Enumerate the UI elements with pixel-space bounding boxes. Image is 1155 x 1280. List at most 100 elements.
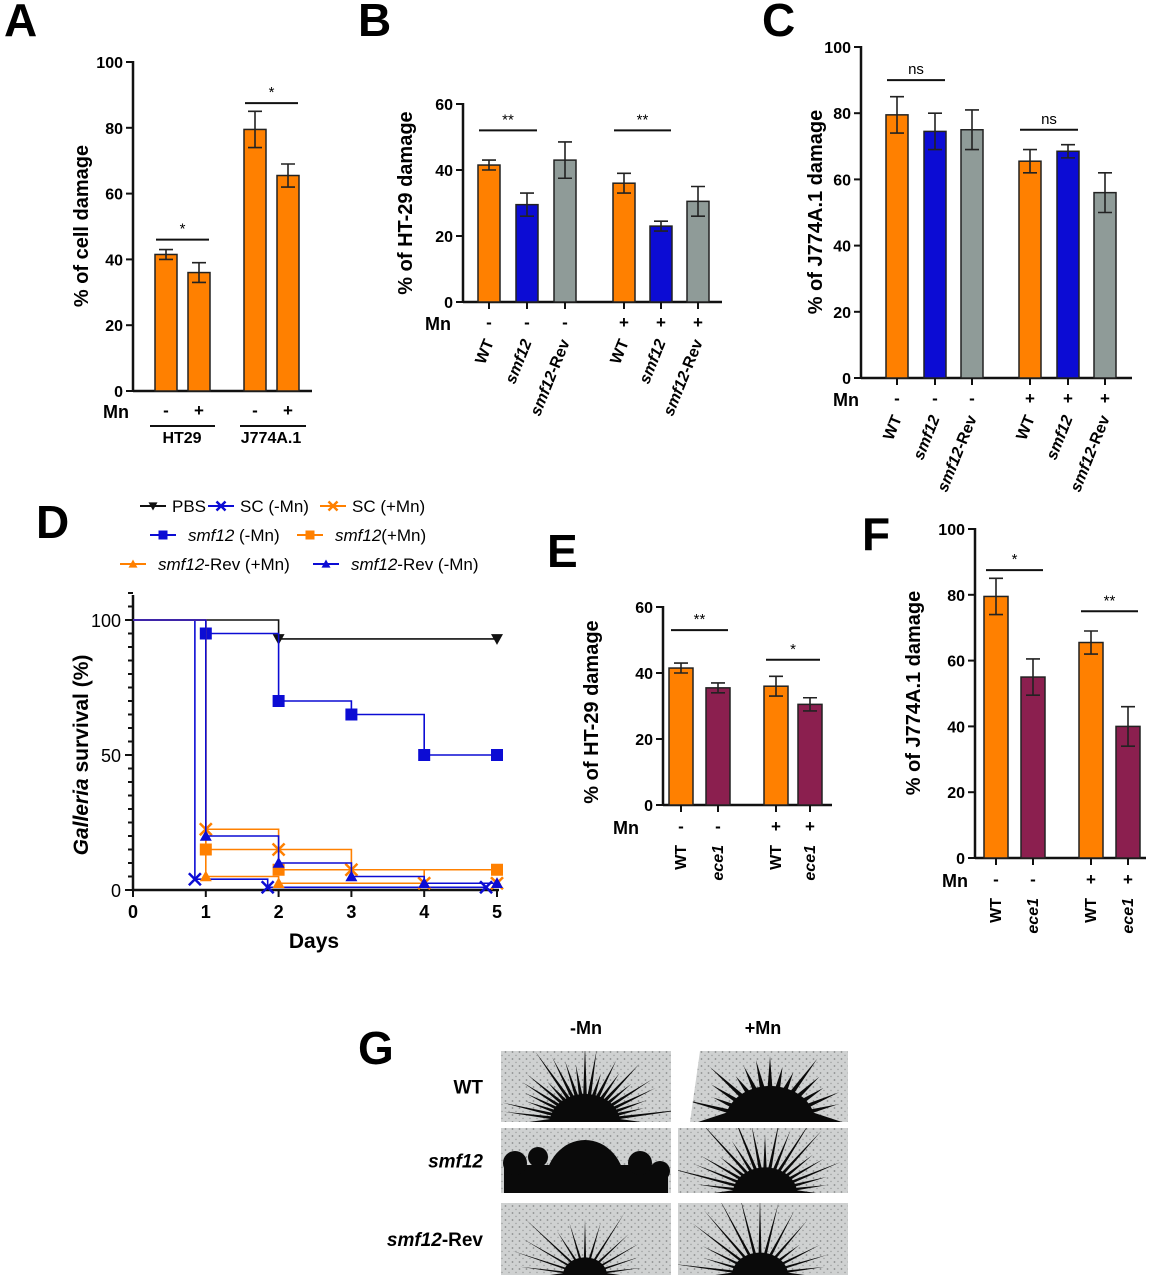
y-tick-label: 60: [635, 600, 653, 617]
error-bar: [281, 163, 295, 188]
y-axis-label-italic: Galleria: [70, 778, 93, 855]
marker-square: [345, 708, 358, 721]
error-bar: [248, 110, 262, 149]
error-bar: [989, 577, 1003, 616]
survival-line: [133, 619, 497, 885]
row-label: WT: [453, 1078, 483, 1099]
bar-name-italic: ece1: [802, 845, 819, 881]
bar-name-italic: smf12: [1044, 413, 1077, 462]
colony-image: [678, 1203, 848, 1275]
marker-square: [272, 695, 285, 707]
bar-name-text: WT: [768, 845, 785, 870]
legend-label: smf12 (-Mn): [188, 526, 280, 545]
legend-item: SC (-Mn): [208, 497, 309, 516]
x-tick-label: 0: [128, 902, 138, 922]
bar-name-text: WT: [1083, 898, 1100, 923]
bar-name: ece1: [1025, 898, 1042, 934]
legend-item: SC (+Mn): [320, 497, 425, 516]
panel-letter-a: A: [4, 0, 37, 46]
mn-symbol: +: [693, 313, 703, 332]
row-label-italic: smf12: [428, 1152, 483, 1173]
error-bar: [558, 141, 572, 180]
row-label: smf12: [428, 1152, 483, 1173]
legend-label-text: (+Mn): [381, 526, 426, 545]
bar-name: WT: [673, 845, 690, 870]
y-axis-label: Galleria survival (%): [70, 655, 93, 856]
row-label-text: -Rev: [442, 1230, 484, 1251]
error-bar: [617, 172, 631, 194]
y-tick-label: 40: [833, 239, 851, 256]
series-1: [133, 619, 493, 895]
bar-name: WT: [881, 413, 906, 443]
significance-label: **: [637, 111, 649, 128]
error-bar: [159, 248, 173, 261]
marker-triangle-down: [491, 634, 503, 645]
x-tick-label: 1: [201, 902, 211, 922]
y-axis-label: % of J774A.1 damage: [805, 110, 827, 315]
mn-symbol: +: [1100, 389, 1110, 408]
row-label-italic: smf12: [387, 1230, 442, 1251]
panel-letter-b: B: [358, 0, 391, 46]
bar-name-text: -Rev: [678, 337, 707, 376]
survival-line: [133, 619, 487, 889]
mn-symbol: -: [993, 870, 999, 889]
marker-triangle: [345, 870, 358, 882]
legend-label-text: -Rev (-Mn): [397, 555, 478, 574]
bar-name-italic: ece1: [1025, 898, 1042, 934]
y-tick-label: 40: [635, 666, 653, 683]
y-tick-label: 80: [833, 106, 851, 123]
significance-label: **: [694, 611, 706, 628]
marker-triangle: [491, 877, 503, 889]
colony-image: [678, 1051, 848, 1122]
y-tick-label: 20: [833, 305, 851, 322]
error-bar: [691, 185, 705, 217]
bar-name-text: -Rev: [1085, 413, 1114, 452]
legend-label-italic: smf12: [188, 526, 235, 545]
legend-item: smf12-Rev (+Mn): [120, 555, 290, 574]
bar: [705, 687, 731, 806]
error-bar: [965, 109, 979, 151]
series-0: [133, 619, 503, 645]
column-header: -Mn: [570, 1018, 602, 1038]
bar-name-text: -Rev: [545, 337, 574, 376]
bar: [983, 595, 1009, 859]
y-tick-label: 0: [842, 371, 851, 388]
error-bar: [482, 159, 496, 171]
legend-label: smf12(+Mn): [335, 526, 426, 545]
mn-symbol: -: [715, 817, 721, 836]
marker-x: [187, 872, 202, 887]
bar-name-text: WT: [608, 337, 633, 367]
bar: [1078, 641, 1104, 859]
row-label-text: WT: [453, 1078, 483, 1099]
legend-label-italic: smf12: [351, 555, 398, 574]
marker-square: [418, 749, 431, 761]
mn-symbol: +: [656, 313, 666, 332]
significance-label: *: [180, 221, 186, 238]
bar-name-text: WT: [1014, 413, 1039, 443]
marker-triangle: [272, 877, 285, 889]
marker-square: [158, 530, 168, 540]
bar: [649, 225, 673, 303]
series-3: [133, 619, 503, 761]
significance-label: ns: [1041, 111, 1057, 128]
y-tick-label: 40: [947, 719, 965, 736]
legend-label: smf12-Rev (-Mn): [351, 555, 479, 574]
bar-name-text: WT: [673, 845, 690, 870]
bar: [1018, 160, 1042, 379]
mn-symbol: +: [1086, 870, 1096, 889]
mn-symbol: -: [486, 313, 492, 332]
mn-symbol: +: [619, 313, 629, 332]
legend-label-text: PBS: [172, 497, 206, 516]
y-tick-label: 0: [956, 851, 965, 868]
mn-symbol: +: [283, 401, 293, 420]
panel-f-chart: 0 20 40 60 80 100 % of J774A.1 damage - WT - ece1 +…: [903, 522, 1146, 934]
column-header: +Mn: [745, 1018, 782, 1038]
mn-symbol: +: [1063, 389, 1073, 408]
mn-symbol: -: [252, 401, 258, 420]
marker-triangle: [128, 559, 138, 568]
y-tick-label: 60: [105, 187, 123, 204]
y-tick-label: 40: [105, 252, 123, 269]
colony-image: [501, 1051, 671, 1122]
